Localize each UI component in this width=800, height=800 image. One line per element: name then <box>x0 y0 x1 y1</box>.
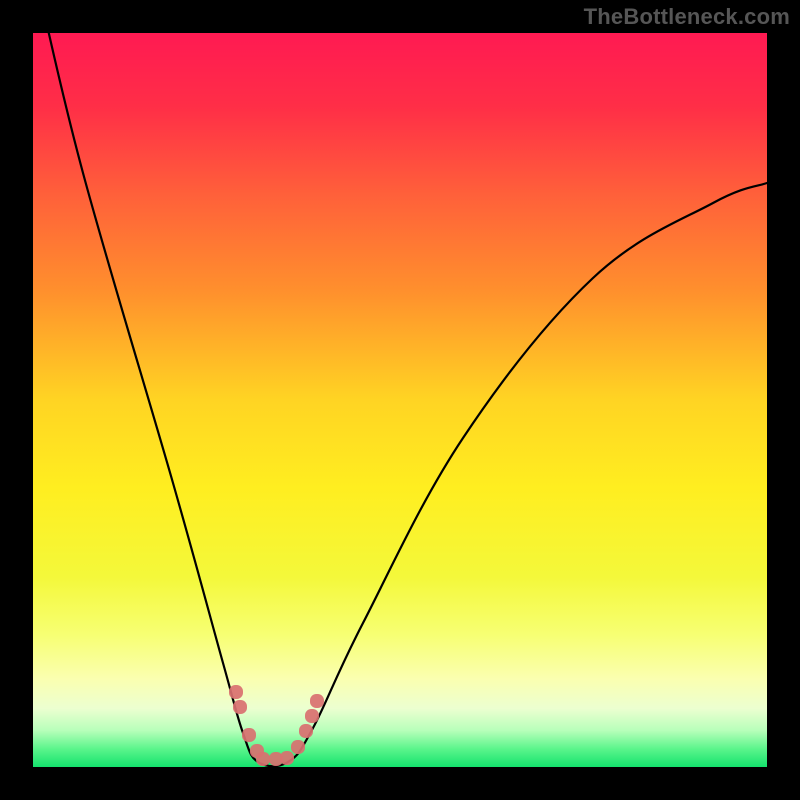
curve-marker <box>280 751 294 765</box>
curve-layer <box>33 33 767 767</box>
curve-marker <box>310 694 324 708</box>
plot-area <box>33 33 767 767</box>
curve-marker <box>291 740 305 754</box>
curve-marker <box>242 728 256 742</box>
curve-marker <box>256 752 270 766</box>
curve-marker <box>233 700 247 714</box>
chart-frame: TheBottleneck.com <box>0 0 800 800</box>
curve-marker <box>229 685 243 699</box>
watermark-text: TheBottleneck.com <box>584 4 790 30</box>
curve-marker <box>299 724 313 738</box>
bottleneck-curve <box>33 33 767 766</box>
marker-group <box>229 685 324 766</box>
curve-marker <box>305 709 319 723</box>
